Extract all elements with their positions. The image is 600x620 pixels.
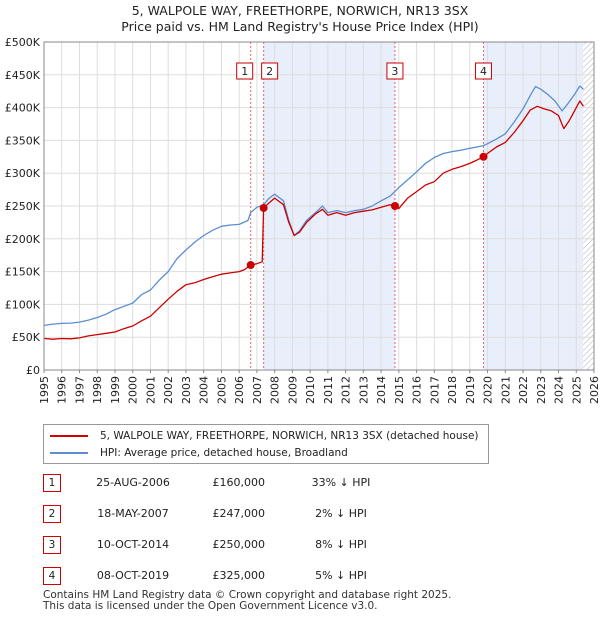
x-tick-label: 2025 bbox=[570, 376, 583, 404]
sale-marker-label: 1 bbox=[43, 474, 61, 492]
sale-marker-label: 2 bbox=[43, 505, 61, 523]
x-tick-label: 2009 bbox=[286, 376, 299, 404]
x-tick-label: 2001 bbox=[144, 376, 157, 404]
x-tick-label: 2021 bbox=[499, 376, 512, 404]
y-tick-label: £100K bbox=[5, 298, 41, 311]
footer: Contains HM Land Registry data © Crown c… bbox=[43, 590, 451, 612]
x-tick-label: 2022 bbox=[517, 376, 530, 404]
sale-price: £250,000 bbox=[212, 538, 266, 551]
sale-point bbox=[390, 202, 399, 210]
y-tick-label: £150K bbox=[5, 266, 41, 279]
series-line-hpi bbox=[44, 85, 584, 327]
x-tick-label: 2000 bbox=[127, 376, 140, 404]
price-chart: 1 2 3 4 £0 £50K £100K £150K £200K £250K £300K £350… bbox=[5, 36, 600, 404]
sale-date: 18-MAY-2007 bbox=[97, 507, 169, 520]
sale-box bbox=[474, 62, 492, 80]
x-tick-label: 2012 bbox=[340, 376, 353, 404]
sale-marker-label: 4 bbox=[43, 567, 61, 585]
sale-date: 10-OCT-2014 bbox=[96, 538, 170, 551]
plot-frame bbox=[43, 41, 595, 371]
x-tick-label: 1998 bbox=[91, 376, 104, 404]
x-tick-label: 2023 bbox=[535, 376, 548, 404]
x-tick-label: 2017 bbox=[428, 376, 441, 404]
sale-row: 2 18-MAY-2007 £247,000 2% ↓ HPI bbox=[43, 505, 563, 523]
y-tick-label: £500K bbox=[5, 36, 41, 49]
sale-row: 3 10-OCT-2014 £250,000 8% ↓ HPI bbox=[43, 536, 563, 554]
sale-box bbox=[386, 62, 404, 80]
x-tick-label: 2016 bbox=[411, 376, 424, 404]
x-tick-label: 2006 bbox=[233, 376, 246, 404]
x-tick-label: 2019 bbox=[464, 376, 477, 404]
sale-row: 1 25-AUG-2006 £160,000 33% ↓ HPI bbox=[43, 474, 563, 492]
x-tick-label: 2011 bbox=[322, 376, 335, 404]
sale-box-label: 4 bbox=[480, 65, 487, 78]
sale-date: 25-AUG-2006 bbox=[96, 476, 170, 489]
y-tick-label: £350K bbox=[5, 134, 41, 147]
chart-title: 5, WALPOLE WAY, FREETHORPE, NORWICH, NR1… bbox=[131, 3, 469, 18]
x-tick-label: 1995 bbox=[38, 376, 51, 404]
y-tick-label: £300K bbox=[5, 167, 41, 180]
y-tick-label: £0 bbox=[26, 364, 40, 377]
y-tick-label: £250K bbox=[5, 200, 41, 213]
series-line-property bbox=[44, 100, 584, 340]
footer-copyright: Contains HM Land Registry data © Crown c… bbox=[43, 589, 452, 601]
sale-row: 4 08-OCT-2019 £325,000 5% ↓ HPI bbox=[43, 567, 563, 585]
x-tick-label: 2005 bbox=[215, 376, 228, 404]
x-tick-label: 2004 bbox=[198, 376, 211, 404]
x-tick-label: 2018 bbox=[446, 376, 459, 404]
y-tick-label: £200K bbox=[5, 233, 41, 246]
sale-price: £160,000 bbox=[212, 476, 266, 489]
legend-swatch-property bbox=[50, 435, 88, 437]
x-tick-label: 2026 bbox=[588, 376, 600, 404]
sale-hpi-diff: 33% ↓ HPI bbox=[311, 476, 371, 489]
chart-subtitle: Price paid vs. HM Land Registry's House … bbox=[121, 19, 479, 34]
x-tick-label: 2020 bbox=[482, 376, 495, 404]
sale-price: £325,000 bbox=[212, 569, 266, 582]
chart-title-block: 5, WALPOLE WAY, FREETHORPE, NORWICH, NR1… bbox=[0, 3, 600, 35]
legend-label-hpi: HPI: Average price, detached house, Broa… bbox=[100, 447, 348, 459]
sale-marker-label: 3 bbox=[43, 536, 61, 554]
legend: 5, WALPOLE WAY, FREETHORPE, NORWICH, NR1… bbox=[43, 424, 489, 464]
footer-license: This data is licensed under the Open Gov… bbox=[43, 600, 378, 612]
x-tick-label: 1996 bbox=[56, 376, 69, 404]
sale-point bbox=[259, 203, 268, 212]
x-tick-label: 2007 bbox=[251, 376, 264, 404]
sale-price: £247,000 bbox=[212, 507, 266, 520]
x-tick-label: 2013 bbox=[357, 376, 370, 404]
sale-point bbox=[479, 152, 488, 161]
sale-hpi-diff: 2% ↓ HPI bbox=[315, 507, 367, 520]
sale-box-label: 3 bbox=[391, 65, 398, 78]
sale-box bbox=[261, 62, 279, 80]
sale-box-label: 2 bbox=[266, 65, 273, 78]
x-tick-label: 2024 bbox=[553, 376, 566, 404]
x-tick-label: 2008 bbox=[269, 376, 282, 404]
x-tick-label: 2003 bbox=[180, 376, 193, 404]
y-tick-label: £50K bbox=[12, 331, 41, 344]
y-tick-label: £400K bbox=[5, 102, 41, 115]
sale-date: 08-OCT-2019 bbox=[96, 569, 170, 582]
sale-hpi-diff: 5% ↓ HPI bbox=[315, 569, 367, 582]
x-tick-label: 2002 bbox=[162, 376, 175, 404]
x-tick-label: 2010 bbox=[304, 376, 317, 404]
y-tick-label: £450K bbox=[5, 69, 41, 82]
sale-box-label: 1 bbox=[241, 65, 248, 78]
sale-point bbox=[246, 261, 255, 270]
x-tick-label: 1999 bbox=[109, 376, 122, 404]
legend-label-property: 5, WALPOLE WAY, FREETHORPE, NORWICH, NR1… bbox=[100, 430, 479, 442]
sale-hpi-diff: 8% ↓ HPI bbox=[315, 538, 367, 551]
x-tick-label: 2014 bbox=[375, 376, 388, 404]
sale-box bbox=[236, 62, 254, 80]
x-tick-label: 2015 bbox=[393, 376, 406, 404]
x-tick-label: 1997 bbox=[73, 376, 86, 404]
legend-swatch-hpi bbox=[50, 452, 88, 454]
